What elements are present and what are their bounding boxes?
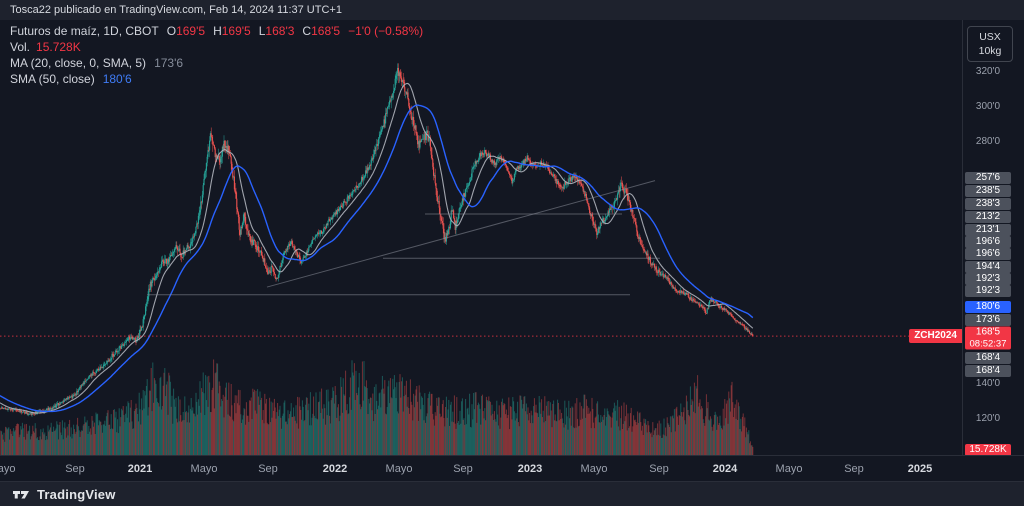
countdown-timer: 08:52:37 — [969, 338, 1007, 350]
brand-name[interactable]: TradingView — [37, 486, 116, 502]
price-axis-label: 196'6 — [965, 248, 1011, 260]
unit-currency: USX — [979, 31, 1001, 43]
symbol-row: Futuros de maíz, 1D, CBOT O169'5 H169'5 L16… — [10, 23, 423, 39]
time-axis-label: Sep — [844, 462, 864, 475]
ohlc-close: C168'5 — [302, 24, 341, 38]
price-axis-label: 238'3 — [965, 198, 1011, 210]
chart-area[interactable]: Futuros de maíz, 1D, CBOT O169'5 H169'5 L16… — [0, 20, 962, 455]
time-axis-label: 2024 — [712, 462, 738, 475]
price-axis-label: 238'5 — [965, 185, 1011, 197]
time-axis-label: Mayo — [0, 462, 16, 475]
price-axis-label: 168'5 08:52:37 — [965, 326, 1011, 350]
sma-label[interactable]: SMA (50, close) — [10, 72, 95, 86]
price-axis-label: 280'0 — [975, 136, 1001, 147]
price-axis-label: 257'6 — [965, 172, 1011, 184]
time-axis-label: Mayo — [580, 462, 608, 475]
price-axis-label: 140'0 — [975, 378, 1001, 389]
price-axis-label: 180'6 — [965, 301, 1011, 313]
time-axis-label: Sep — [65, 462, 85, 475]
volume-layer — [0, 359, 754, 455]
time-axis-label: 2025 — [907, 462, 933, 475]
time-axis-label: Mayo — [190, 462, 218, 475]
chart-legend: Futuros de maíz, 1D, CBOT O169'5 H169'5 L16… — [10, 23, 423, 87]
candles-layer — [0, 63, 754, 418]
time-axis-label: Mayo — [775, 462, 803, 475]
price-axis-label: 192'3 — [965, 273, 1011, 285]
ohlc-open: O169'5 — [166, 24, 206, 38]
price-axis-label: 213'2 — [965, 211, 1011, 223]
time-axis-label: Sep — [453, 462, 473, 475]
change-value: −1'0 (−0.58%) — [348, 24, 424, 38]
tradingview-logo-icon[interactable] — [12, 487, 30, 502]
time-axis-label: 2021 — [127, 462, 153, 475]
price-axis-label: 168'4 — [965, 352, 1011, 364]
ma-row: MA (20, close, 0, SMA, 5) 173'6 — [10, 55, 423, 71]
time-axis-label: Mayo — [385, 462, 413, 475]
unit-measure: 10kg — [978, 45, 1002, 57]
time-axis-label: Sep — [258, 462, 278, 475]
price-axis-label: 213'1 — [965, 224, 1011, 236]
drawings-layer[interactable] — [147, 180, 660, 296]
footer: TradingView — [0, 481, 1024, 506]
contract-label-badge: ZCH2024 — [909, 329, 962, 343]
volume-label: Vol. — [10, 40, 31, 54]
unit-box[interactable]: USX 10kg — [967, 26, 1013, 62]
sma50-line[interactable] — [0, 104, 754, 413]
ohlc-low: L168'3 — [258, 24, 295, 38]
time-axis-label: 2023 — [517, 462, 543, 475]
price-axis-label: 173'6 — [965, 314, 1011, 326]
trendline — [266, 180, 656, 288]
ma20-line[interactable] — [0, 82, 754, 414]
sma-row: SMA (50, close) 180'6 — [10, 71, 423, 87]
price-axis-label: 320'0 — [975, 66, 1001, 77]
price-axis-label: 194'4 — [965, 261, 1011, 273]
volume-row: Vol. 15.728K — [10, 39, 423, 55]
sma-value: 180'6 — [102, 72, 132, 86]
time-axis-label: Sep — [649, 462, 669, 475]
price-axis-label: 120'0 — [975, 413, 1001, 424]
time-axis[interactable]: Mayo Sep 2021 Mayo Sep 2022 Mayo Sep 2023 Mayo Sep… — [0, 455, 1024, 481]
ma-label[interactable]: MA (20, close, 0, SMA, 5) — [10, 56, 147, 70]
attribution-bar: Tosca22 publicado en TradingView.com, Fe… — [0, 0, 1024, 20]
price-axis[interactable]: USX 10kg 320'0 300'0 280'0 257'6 238'5 238'3 2… — [962, 20, 1024, 456]
price-axis-label: 168'4 — [965, 365, 1011, 377]
ohlc-high: H169'5 — [213, 24, 251, 38]
symbol-title[interactable]: Futuros de maíz, 1D, CBOT — [10, 24, 159, 38]
price-axis-label: 196'6 — [965, 236, 1011, 248]
time-axis-label: 2022 — [322, 462, 348, 475]
price-axis-label: 300'0 — [975, 101, 1001, 112]
volume-value: 15.728K — [36, 40, 81, 54]
price-chart-canvas[interactable] — [0, 20, 962, 455]
attribution-text: Tosca22 publicado en TradingView.com, Fe… — [10, 4, 342, 16]
ma-value: 173'6 — [154, 56, 184, 70]
price-axis-label: 15.728K — [965, 444, 1011, 456]
price-axis-label: 192'3 — [965, 285, 1011, 297]
